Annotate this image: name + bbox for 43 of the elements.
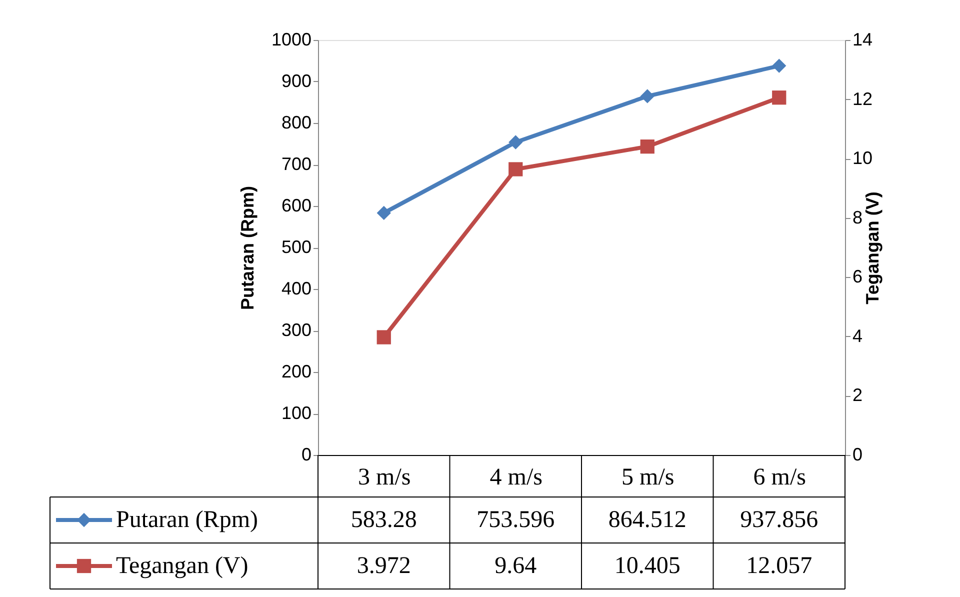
data-label: 583.28 (350, 507, 417, 533)
point (508, 135, 523, 150)
y-tick-label: 900 (281, 71, 312, 91)
point (640, 89, 654, 104)
y2-tick-label: 2 (852, 385, 863, 406)
data-label: 864.512 (608, 507, 686, 533)
data-label: 9.64 (494, 553, 537, 579)
legend-label: Tegangan (V) (116, 553, 248, 579)
legend-label: Putaran (Rpm) (116, 507, 258, 533)
y-tick-label: 300 (281, 320, 312, 340)
data-label: 12.057 (746, 553, 812, 579)
y-tick-label: 100 (281, 403, 312, 423)
x-tick-label: 3 m/s (358, 464, 411, 490)
y-tick-label: 400 (281, 278, 312, 298)
point (772, 58, 786, 73)
x-tick-label: 6 m/s (753, 464, 806, 490)
y-axis-title: Putaran (Rpm) (237, 186, 258, 310)
y2-tick-label: 14 (852, 30, 873, 50)
point (772, 90, 786, 105)
data-label: 3.972 (356, 553, 411, 579)
y2-tick-label: 0 (852, 444, 863, 464)
point (640, 139, 654, 154)
y2-tick-label: 12 (852, 88, 873, 109)
y2-tick-label: 10 (852, 148, 873, 168)
y-tick-label: 0 (301, 444, 312, 464)
y2-tick-label: 8 (852, 207, 863, 228)
data-label: 753.596 (476, 507, 555, 533)
y-tick-label: 800 (281, 112, 312, 132)
y2-tick-label: 6 (852, 266, 863, 287)
y-tick-label: 500 (281, 237, 312, 257)
y2-tick-label: 4 (852, 326, 863, 346)
x-tick-label: 4 m/s (490, 464, 542, 490)
point (376, 330, 391, 344)
y-tick-label: 1000 (271, 30, 312, 50)
y2-axis-title: Tegangan (V) (862, 192, 883, 304)
y-tick-label: 700 (281, 154, 312, 174)
data-label: 937.856 (740, 507, 818, 533)
x-tick-label: 5 m/s (622, 464, 674, 490)
y-tick-label: 200 (281, 362, 312, 382)
data-label: 10.405 (614, 553, 680, 579)
point (508, 162, 523, 176)
point (376, 206, 391, 220)
y-tick-label: 600 (281, 196, 312, 216)
